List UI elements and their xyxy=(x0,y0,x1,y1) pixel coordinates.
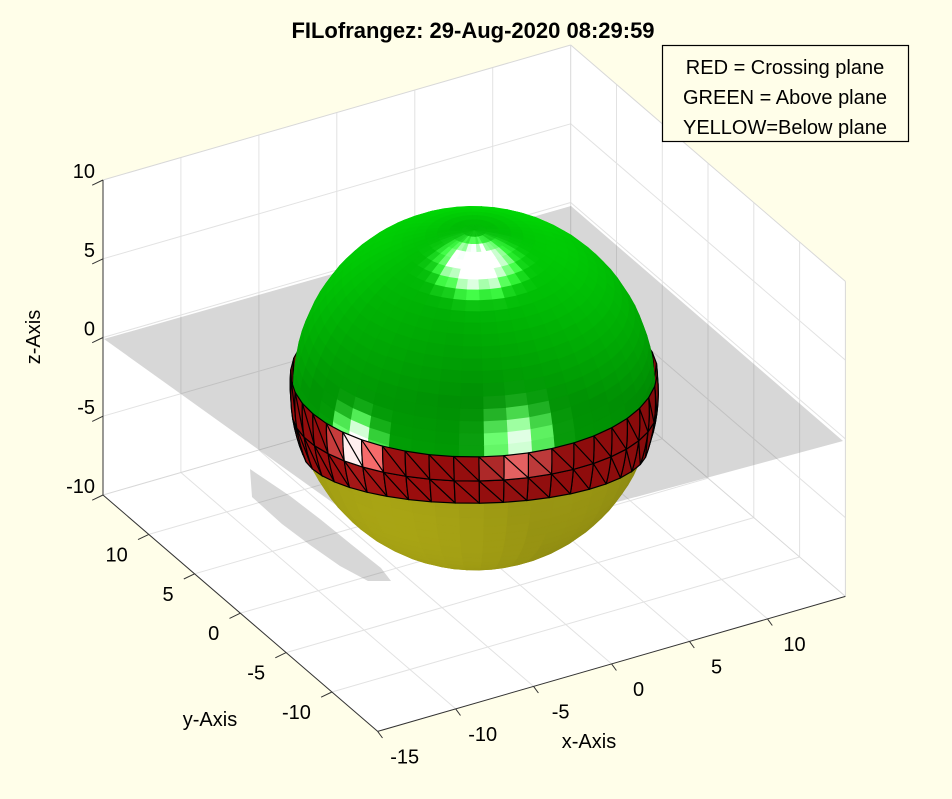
svg-text:5: 5 xyxy=(162,584,173,606)
svg-text:RED = Crossing plane: RED = Crossing plane xyxy=(686,57,884,79)
svg-text:z-Axis: z-Axis xyxy=(23,310,45,364)
svg-text:x-Axis: x-Axis xyxy=(562,731,616,753)
svg-text:-5: -5 xyxy=(247,663,265,685)
svg-text:-10: -10 xyxy=(66,476,95,498)
svg-text:YELLOW=Below plane: YELLOW=Below plane xyxy=(683,117,887,139)
svg-text:y-Axis: y-Axis xyxy=(183,709,237,731)
svg-text:-15: -15 xyxy=(390,746,419,768)
svg-text:10: 10 xyxy=(73,161,95,183)
svg-text:5: 5 xyxy=(711,656,722,678)
svg-text:5: 5 xyxy=(84,240,95,262)
svg-text:-10: -10 xyxy=(282,702,311,724)
svg-text:FILofrangez: 29-Aug-2020 08:29: FILofrangez: 29-Aug-2020 08:29:59 xyxy=(291,18,654,43)
svg-text:-5: -5 xyxy=(552,701,570,723)
svg-text:0: 0 xyxy=(633,679,644,701)
svg-text:10: 10 xyxy=(106,544,128,566)
svg-text:-5: -5 xyxy=(77,397,95,419)
svg-text:0: 0 xyxy=(208,623,219,645)
svg-text:-10: -10 xyxy=(468,724,497,746)
svg-text:10: 10 xyxy=(783,634,805,656)
svg-text:GREEN = Above plane: GREEN = Above plane xyxy=(683,87,887,109)
svg-text:0: 0 xyxy=(84,319,95,341)
